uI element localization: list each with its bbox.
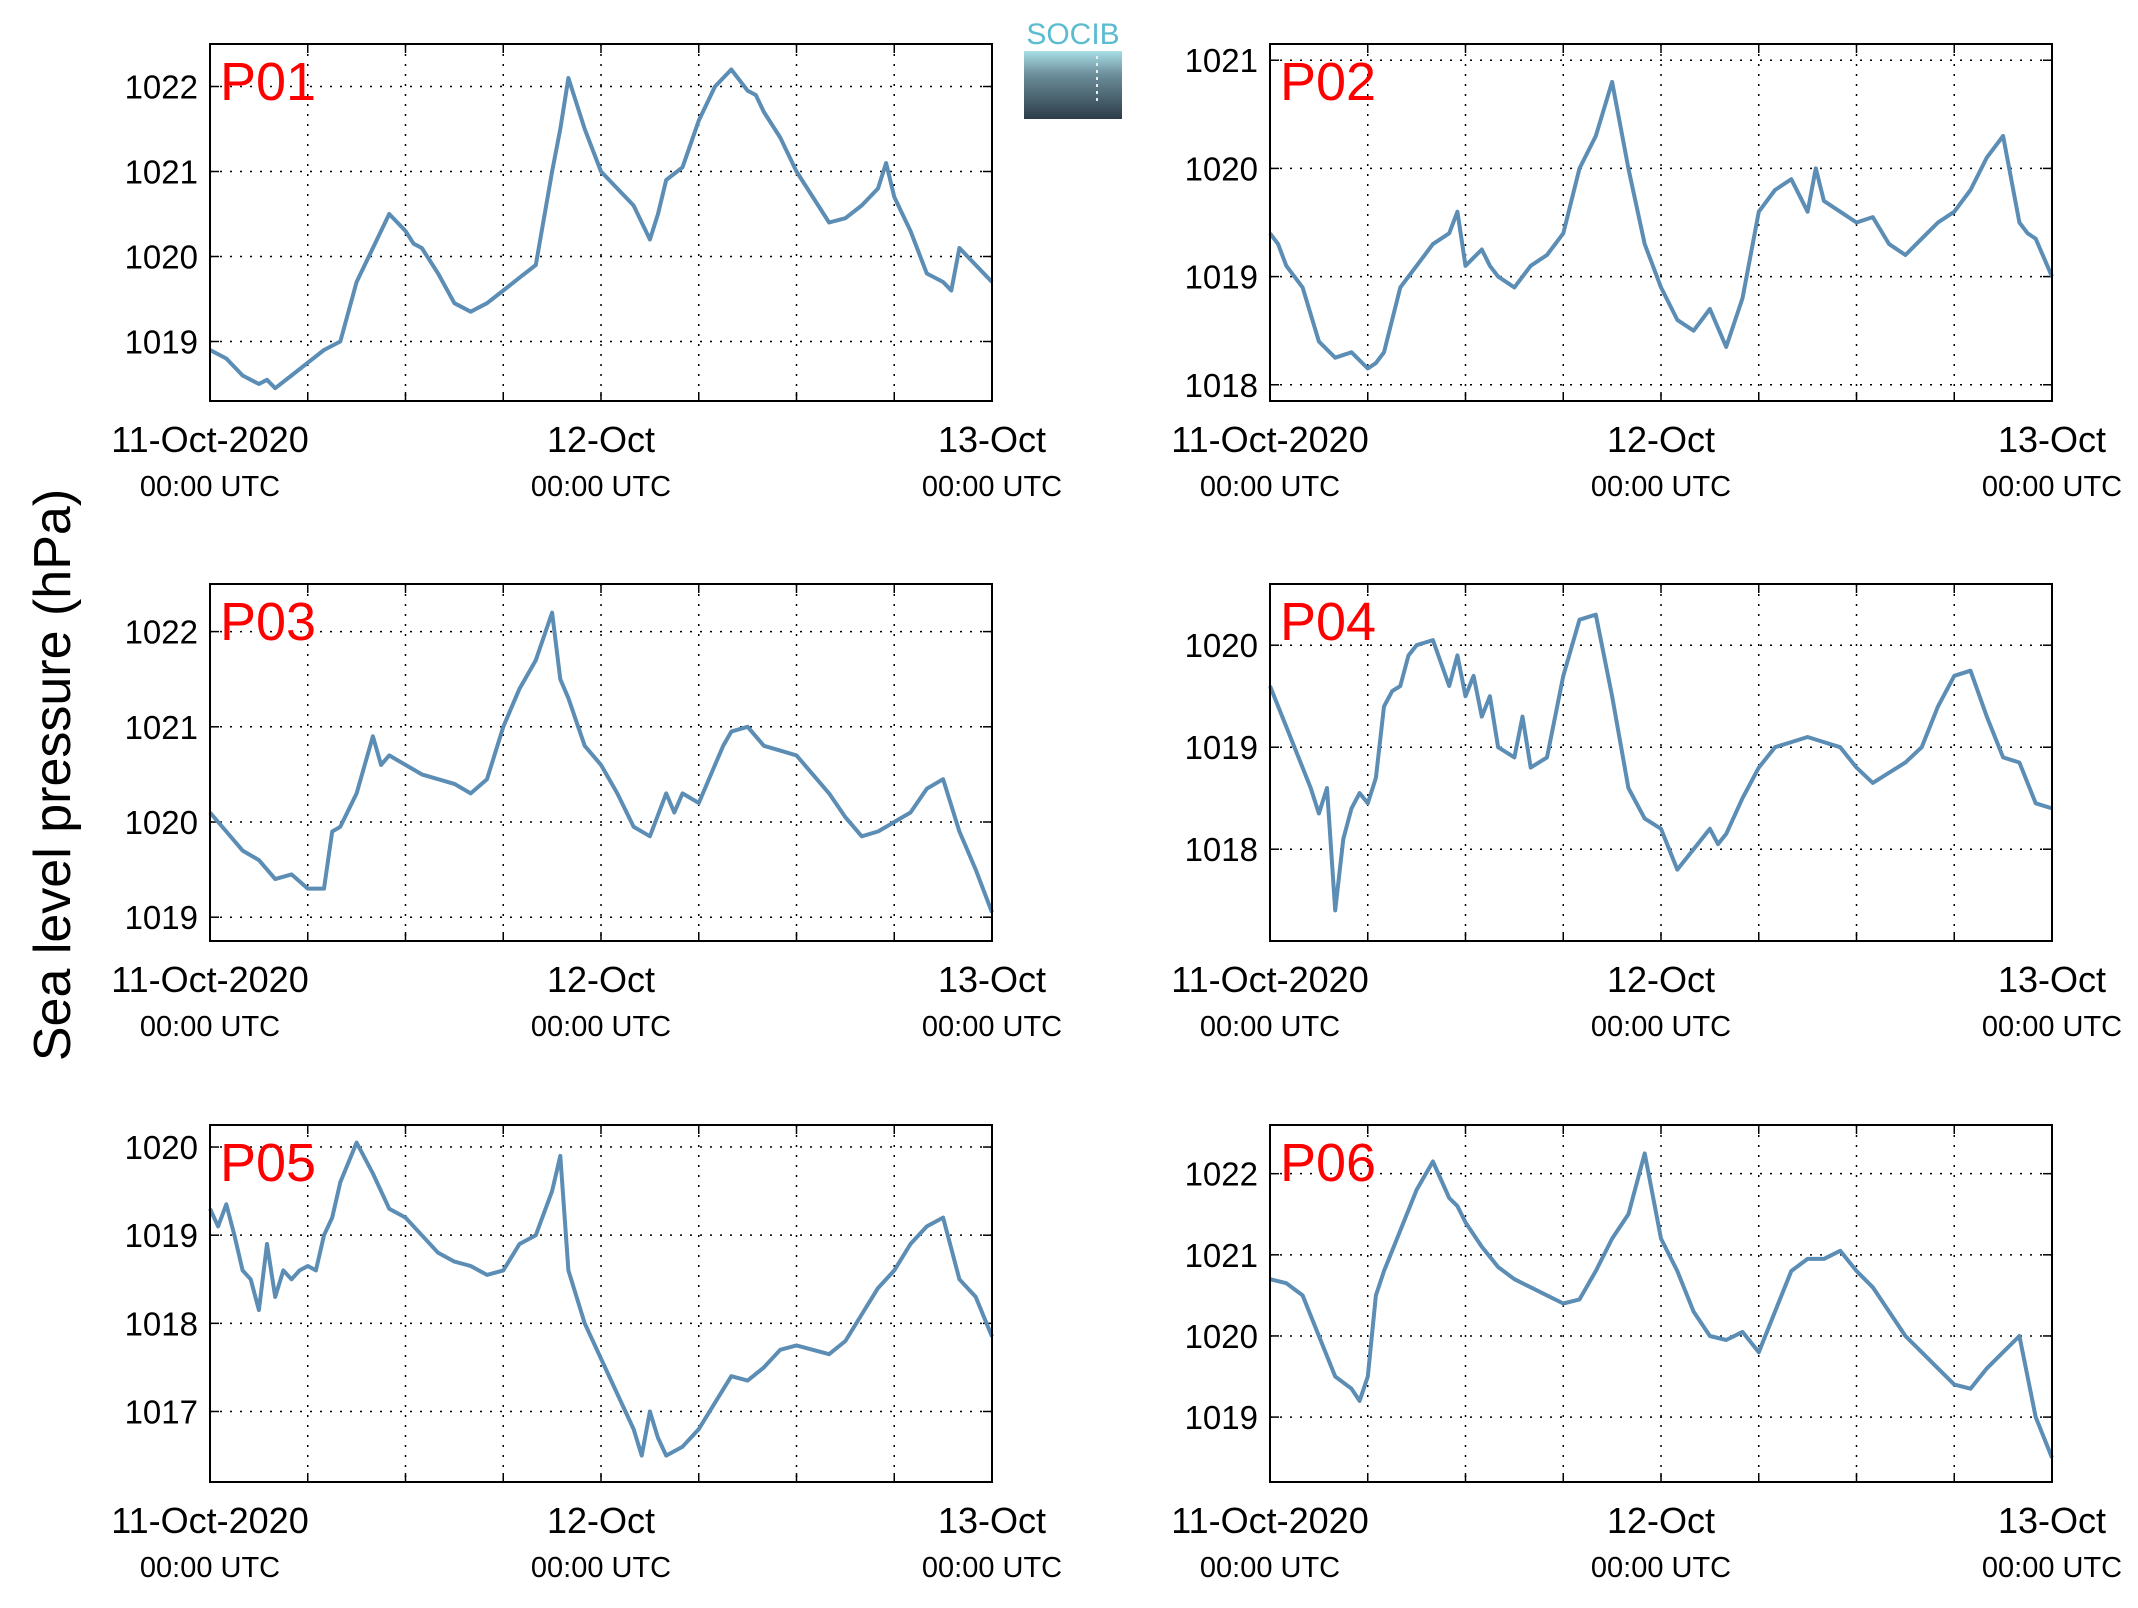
x-tick-label-date: 13-Oct: [938, 1500, 1046, 1541]
x-tick-label-time: 00:00 UTC: [1982, 1552, 2122, 1584]
panel-p02: 1018 1019 1020 1021 P02 11-Oct-2020 00:00 UTC 1…: [1171, 42, 2122, 503]
x-tick-label-date: 12-Oct: [547, 1500, 655, 1541]
station-label: P06: [1280, 1133, 1376, 1193]
x-tick-label-date: 12-Oct: [1607, 959, 1715, 1000]
x-tick-label-time: 00:00 UTC: [1591, 471, 1731, 503]
panel-p01: 1019 1020 1021 1022 P01 11-Oct-2020 00:00 UTC 1…: [111, 43, 1062, 503]
panel-p05: 1017 1018 1019 1020 P05 11-Oct-2020 00:00 UTC 1…: [111, 1124, 1062, 1584]
x-tick-label-date: 13-Oct: [938, 959, 1046, 1000]
x-tick-label-date: 11-Oct-2020: [111, 959, 308, 1000]
x-tick-label-date: 11-Oct-2020: [1171, 959, 1368, 1000]
x-tick-label-time: 00:00 UTC: [1200, 1011, 1340, 1043]
station-label: P04: [1280, 592, 1376, 652]
panel-p04: 1018 1019 1020 P04 11-Oct-2020 00:00 UTC 12-Oc…: [1171, 583, 2122, 1043]
y-tick-label: 1021: [125, 154, 198, 191]
station-label: P01: [220, 52, 316, 112]
x-tick-label-date: 11-Oct-2020: [111, 419, 308, 460]
y-tick-label: 1019: [1185, 1399, 1258, 1436]
y-tick-label: 1022: [125, 614, 198, 651]
y-tick-label: 1020: [1185, 627, 1258, 664]
x-tick-label-time: 00:00 UTC: [1591, 1552, 1731, 1584]
x-tick-label-date: 13-Oct: [938, 419, 1046, 460]
pressure-line: [208, 610, 994, 914]
x-tick-label-time: 00:00 UTC: [531, 471, 671, 503]
x-tick-label-time: 00:00 UTC: [1982, 471, 2122, 503]
plot-frame: [209, 583, 993, 942]
plot-frame: [1269, 583, 2053, 942]
x-tick-label-date: 12-Oct: [547, 959, 655, 1000]
x-tick-label-time: 00:00 UTC: [140, 1011, 280, 1043]
y-tick-label: 1017: [125, 1393, 198, 1430]
plot-frame: [1269, 43, 2053, 402]
x-tick-label-date: 13-Oct: [1998, 419, 2106, 460]
pressure-line: [208, 1140, 994, 1458]
pressure-line: [1268, 79, 2054, 371]
y-tick-label: 1019: [1185, 729, 1258, 766]
pressure-line: [209, 67, 994, 391]
x-tick-label-time: 00:00 UTC: [922, 471, 1062, 503]
x-tick-label-time: 00:00 UTC: [1982, 1011, 2122, 1043]
y-tick-label: 1022: [125, 69, 198, 106]
x-tick-label-date: 12-Oct: [547, 419, 655, 460]
x-tick-label-time: 00:00 UTC: [1591, 1011, 1731, 1043]
x-tick-label-time: 00:00 UTC: [922, 1011, 1062, 1043]
station-label: P03: [220, 592, 316, 652]
y-tick-label: 1020: [1185, 150, 1258, 187]
x-tick-label-date: 11-Oct-2020: [1171, 1500, 1368, 1541]
x-tick-label-date: 13-Oct: [1998, 1500, 2106, 1541]
plot-frame: [209, 43, 993, 402]
y-tick-label: 1020: [125, 239, 198, 276]
y-axis-label: Sea level pressure (hPa): [24, 489, 82, 1061]
socib-logo-block: [1024, 51, 1122, 119]
y-tick-label: 1021: [125, 709, 198, 746]
x-tick-label-time: 00:00 UTC: [140, 471, 280, 503]
x-tick-label-date: 13-Oct: [1998, 959, 2106, 1000]
panel-p03: 1019 1020 1021 1022 P03 11-Oct-2020 00:00 UTC 1…: [111, 583, 1062, 1043]
y-tick-label: 1018: [1185, 831, 1258, 868]
pressure-line: [1269, 1151, 2054, 1459]
x-tick-label-time: 00:00 UTC: [140, 1552, 280, 1584]
y-tick-label: 1019: [125, 324, 198, 361]
y-tick-label: 1018: [125, 1305, 198, 1342]
pressure-line: [1268, 612, 2053, 913]
plot-frame: [209, 1124, 993, 1483]
y-tick-label: 1021: [1185, 1237, 1258, 1274]
x-tick-label-time: 00:00 UTC: [1200, 471, 1340, 503]
y-tick-label: 1020: [125, 1129, 198, 1166]
plot-frame: [1269, 1124, 2053, 1483]
x-tick-label-time: 00:00 UTC: [922, 1552, 1062, 1584]
y-tick-label: 1020: [1185, 1318, 1258, 1355]
x-tick-label-time: 00:00 UTC: [1200, 1552, 1340, 1584]
y-tick-label: 1019: [125, 899, 198, 936]
y-tick-label: 1020: [125, 804, 198, 841]
x-tick-label-time: 00:00 UTC: [531, 1552, 671, 1584]
station-label: P05: [220, 1133, 316, 1193]
y-tick-label: 1019: [125, 1217, 198, 1254]
x-tick-label-date: 12-Oct: [1607, 419, 1715, 460]
socib-logo: SOCIB: [1024, 18, 1122, 119]
x-tick-label-time: 00:00 UTC: [531, 1011, 671, 1043]
x-tick-label-date: 12-Oct: [1607, 1500, 1715, 1541]
y-tick-label: 1022: [1185, 1156, 1258, 1193]
y-tick-label: 1018: [1185, 367, 1258, 404]
y-tick-label: 1021: [1185, 42, 1258, 79]
y-tick-label: 1019: [1185, 259, 1258, 296]
socib-logo-text: SOCIB: [1026, 18, 1119, 51]
x-tick-label-date: 11-Oct-2020: [1171, 419, 1368, 460]
panel-p06: 1019 1020 1021 1022 P06 11-Oct-2020 00:00 UTC 1…: [1171, 1124, 2122, 1584]
x-tick-label-date: 11-Oct-2020: [111, 1500, 308, 1541]
station-label: P02: [1280, 52, 1376, 112]
